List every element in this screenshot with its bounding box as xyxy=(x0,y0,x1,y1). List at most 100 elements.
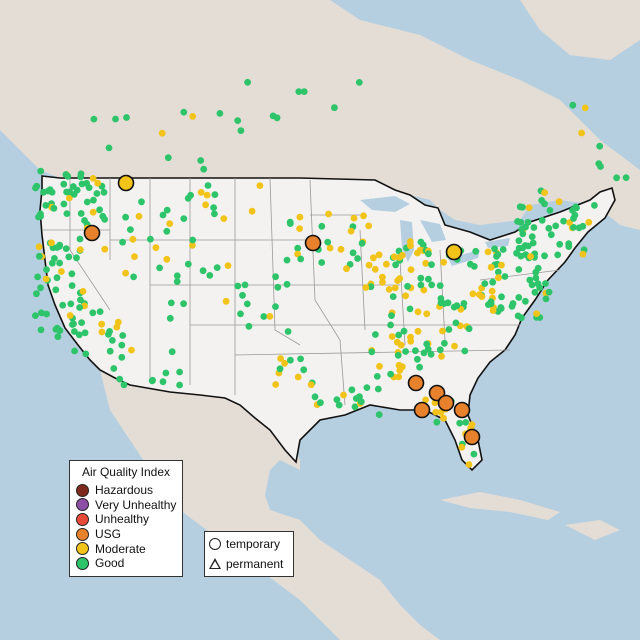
station-marker xyxy=(373,373,381,380)
station-marker xyxy=(528,233,536,241)
station-marker xyxy=(243,300,251,308)
station-marker xyxy=(360,212,367,220)
legend-label: Unhealthy xyxy=(95,512,150,527)
station-marker xyxy=(518,226,526,233)
station-marker xyxy=(437,299,445,307)
station-marker xyxy=(542,280,549,287)
station-marker xyxy=(210,204,218,212)
station-marker xyxy=(560,217,567,225)
station-marker xyxy=(273,114,281,122)
station-marker xyxy=(237,310,244,318)
station-marker xyxy=(417,274,425,282)
station-marker xyxy=(300,88,308,95)
station-marker xyxy=(46,186,54,194)
station-marker xyxy=(180,215,188,223)
station-marker xyxy=(56,259,63,267)
station-marker xyxy=(351,403,359,411)
station-marker xyxy=(347,227,355,235)
station-marker xyxy=(118,353,126,361)
station-marker xyxy=(417,281,425,289)
station-marker xyxy=(484,248,492,256)
legend-row-very-unhealthy: Very Unhealthy xyxy=(70,498,182,513)
station-marker xyxy=(77,210,85,217)
station-marker xyxy=(389,293,397,300)
station-marker xyxy=(287,356,294,364)
station-marker xyxy=(116,375,124,383)
station-marker xyxy=(400,327,408,335)
station-marker xyxy=(451,342,458,350)
hazardous-swatch xyxy=(76,483,89,497)
station-marker xyxy=(73,254,80,262)
station-marker xyxy=(508,303,516,310)
station-marker xyxy=(101,216,109,223)
station-marker xyxy=(187,191,195,199)
station-marker xyxy=(424,345,432,353)
station-marker xyxy=(375,251,383,259)
station-marker xyxy=(256,182,264,190)
station-marker xyxy=(531,288,539,296)
station-marker xyxy=(34,273,41,281)
station-marker xyxy=(498,261,505,269)
aqi-legend: Air Quality Index Hazardous Very Unhealt… xyxy=(69,460,183,577)
station-marker xyxy=(311,393,319,401)
greenland-land xyxy=(520,0,640,60)
temporary-monitor-marker xyxy=(407,374,425,392)
station-marker xyxy=(168,348,176,356)
station-marker xyxy=(522,297,529,305)
station-marker xyxy=(515,266,523,273)
station-marker xyxy=(407,338,415,345)
mexico-land xyxy=(100,370,440,640)
station-marker xyxy=(545,224,553,232)
station-marker xyxy=(237,127,245,134)
station-marker xyxy=(294,373,302,381)
station-marker xyxy=(48,259,56,267)
station-marker xyxy=(110,365,118,372)
station-marker xyxy=(460,300,468,307)
station-marker xyxy=(239,291,246,299)
station-marker xyxy=(79,288,87,295)
station-marker xyxy=(569,101,577,109)
station-marker xyxy=(385,286,393,293)
temporary-monitor-marker xyxy=(463,428,481,446)
circle-icon xyxy=(209,537,221,550)
station-marker xyxy=(119,332,127,339)
station-marker xyxy=(244,78,252,86)
station-marker xyxy=(579,222,587,230)
station-marker xyxy=(394,351,402,359)
station-marker xyxy=(597,163,604,170)
station-marker xyxy=(468,421,476,428)
station-marker xyxy=(203,191,211,199)
station-marker xyxy=(138,198,145,206)
station-marker xyxy=(545,288,553,296)
legend-row-usg: USG xyxy=(70,527,182,542)
station-marker xyxy=(176,368,184,376)
station-marker xyxy=(433,418,441,426)
station-marker xyxy=(379,273,386,281)
station-marker xyxy=(75,331,83,339)
station-marker xyxy=(112,115,119,123)
station-marker xyxy=(197,188,205,196)
station-marker xyxy=(414,308,422,316)
station-marker xyxy=(62,245,70,253)
station-marker xyxy=(90,115,98,123)
station-marker xyxy=(461,347,469,355)
station-marker xyxy=(234,282,242,290)
station-marker xyxy=(128,346,135,354)
station-marker xyxy=(77,173,85,181)
station-marker xyxy=(499,246,507,253)
station-marker xyxy=(425,275,432,283)
station-marker xyxy=(167,299,175,307)
station-marker xyxy=(343,265,350,273)
station-marker xyxy=(513,249,520,257)
station-marker xyxy=(396,367,404,374)
station-marker xyxy=(189,242,196,249)
station-marker xyxy=(542,295,550,303)
station-marker xyxy=(375,411,383,418)
temporary-monitor-marker xyxy=(453,401,471,419)
station-marker xyxy=(93,190,101,197)
station-marker xyxy=(355,79,363,86)
station-marker xyxy=(458,443,466,451)
station-marker xyxy=(439,327,446,335)
station-marker xyxy=(164,154,172,162)
station-marker xyxy=(200,165,208,173)
